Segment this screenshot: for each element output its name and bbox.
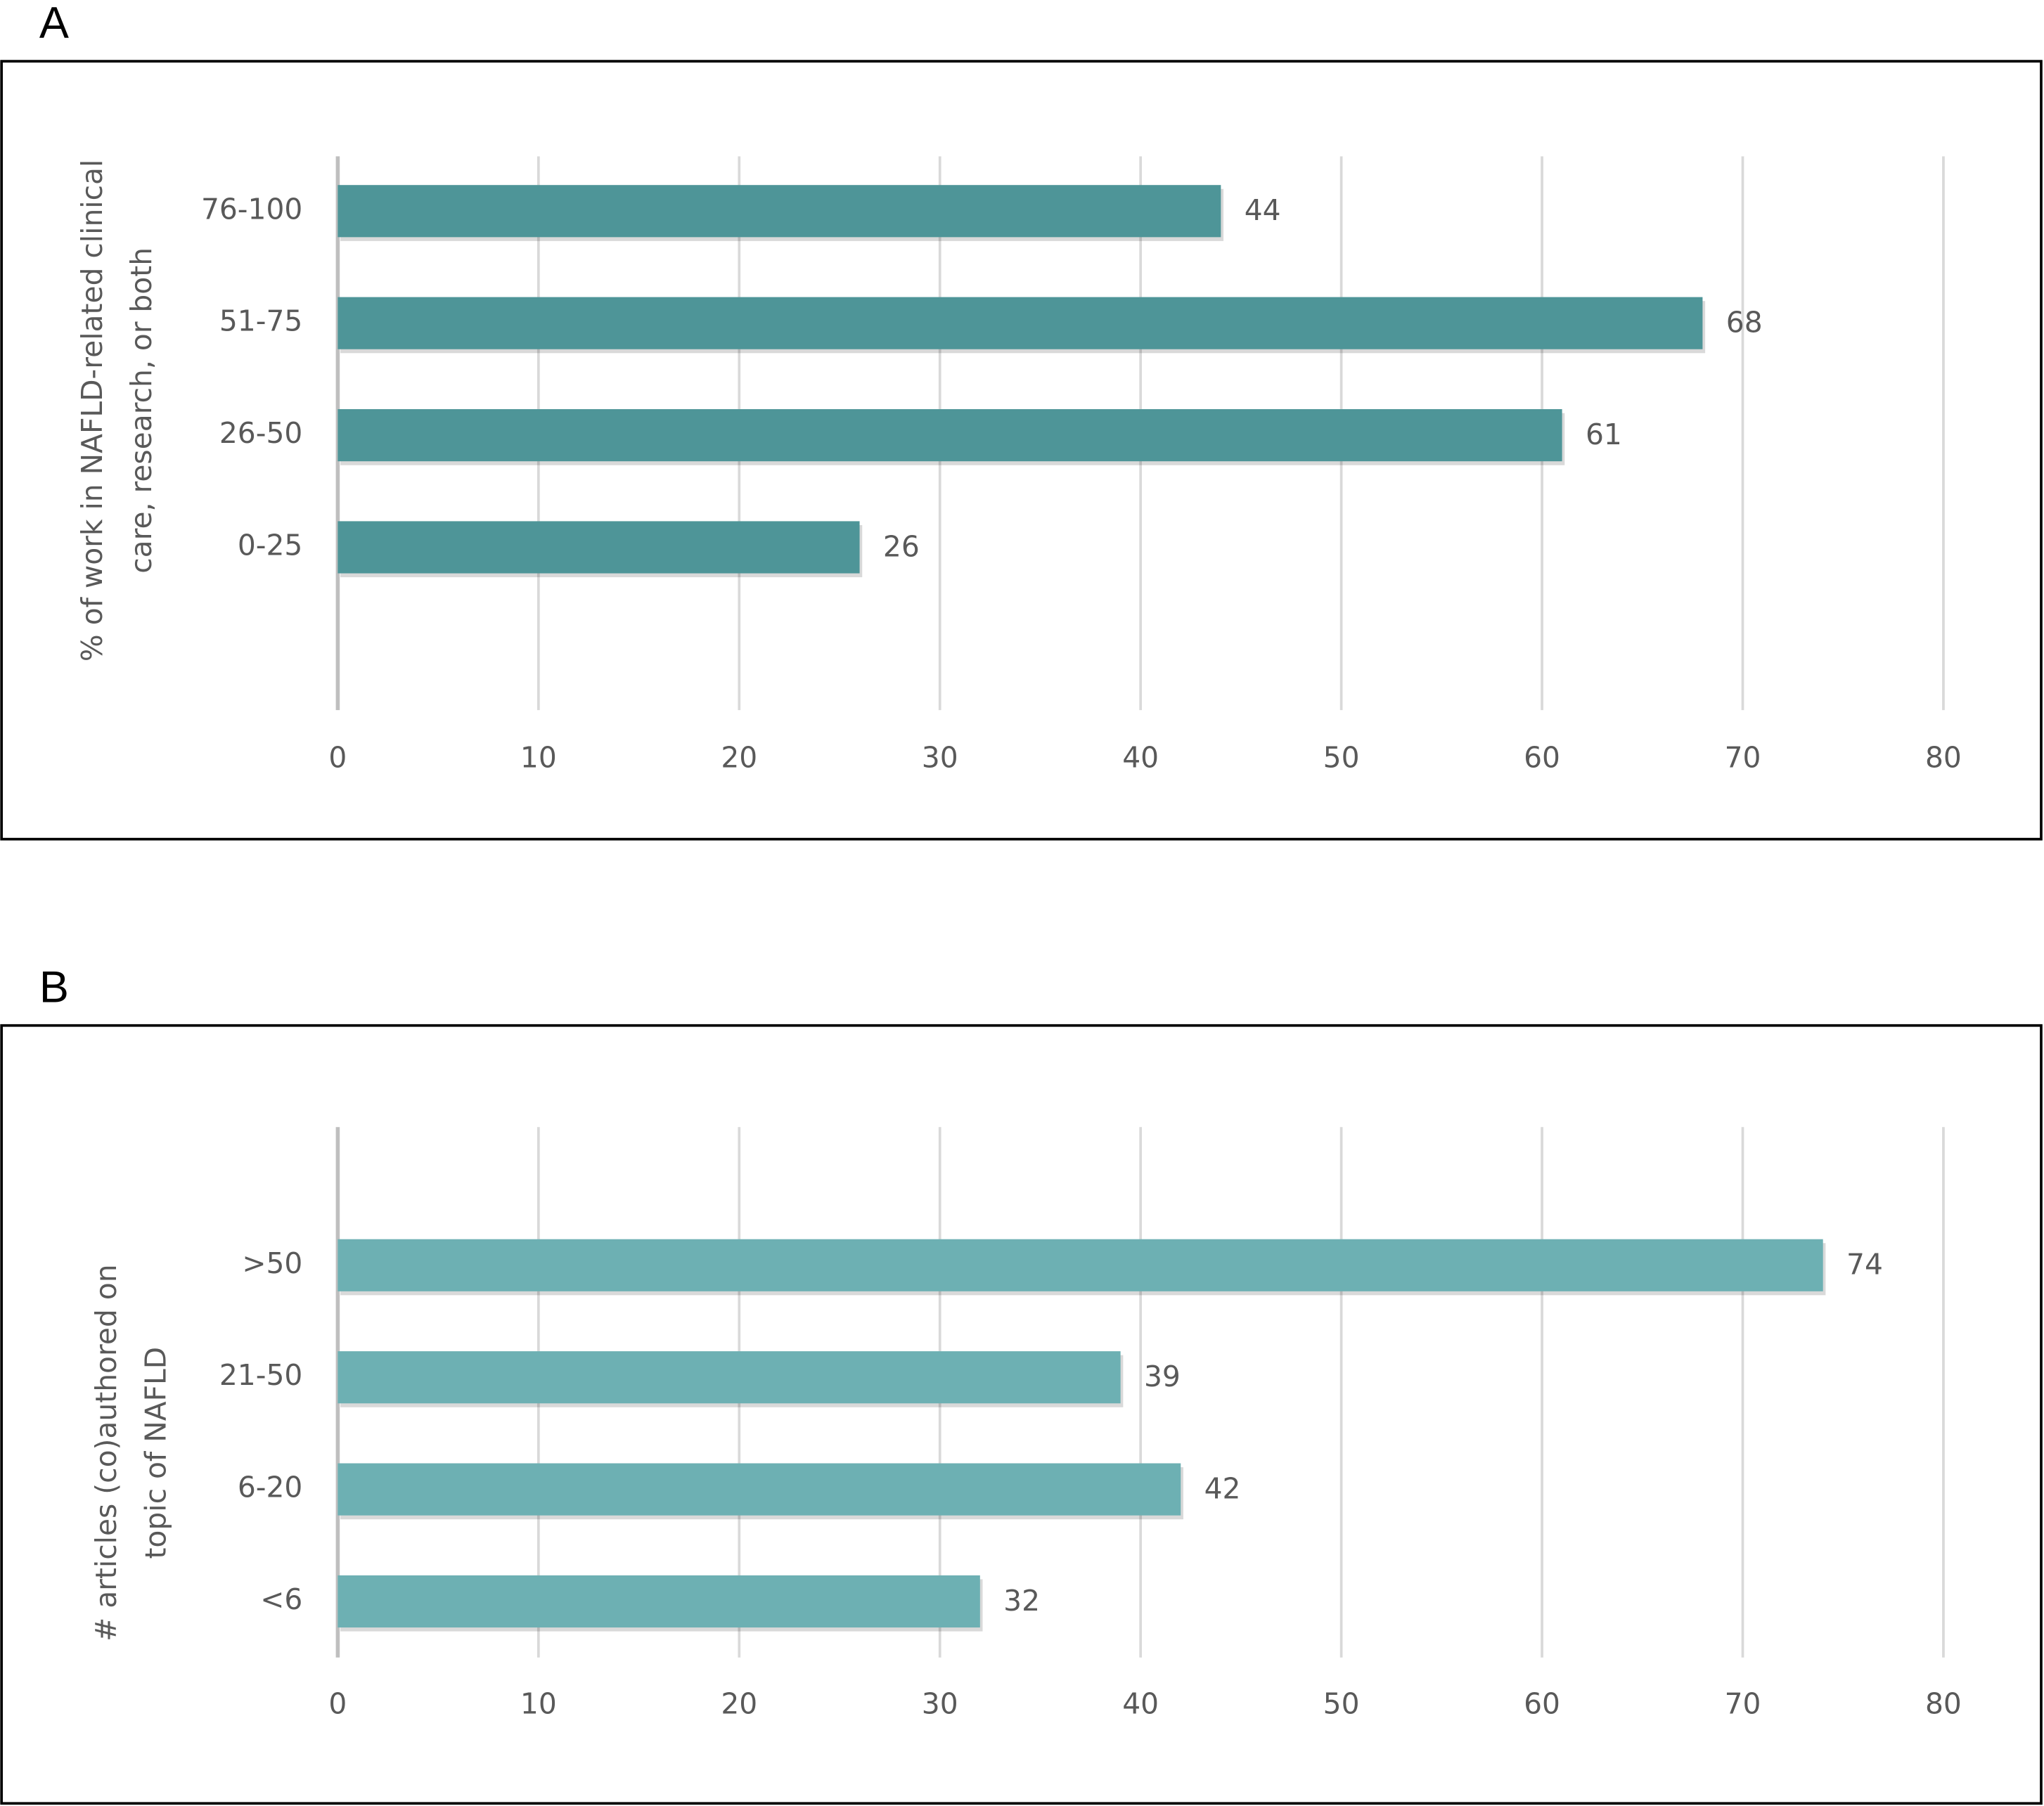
x-tick-label: 50: [1323, 1686, 1360, 1720]
panel-frame: [0, 1024, 2043, 1805]
y-axis-title: care, research, or both: [124, 247, 158, 574]
data-label: 39: [1144, 1360, 1181, 1393]
x-tick-label: 20: [721, 741, 757, 775]
bar: [338, 521, 860, 574]
data-label: 68: [1726, 306, 1763, 340]
y-tick-label: 0-25: [238, 528, 303, 562]
y-axis-title: topic of NAFLD: [139, 1347, 173, 1559]
data-label: 44: [1245, 193, 1281, 227]
y-tick-label: 26-50: [219, 416, 302, 450]
data-label: 42: [1204, 1471, 1241, 1505]
bar: [338, 1463, 1181, 1516]
x-tick-label: 40: [1122, 741, 1159, 775]
y-axis-title: # articles (co)authored on: [89, 1264, 123, 1641]
y-axis-title: % of work in NAFLD-related clinical: [75, 160, 109, 662]
y-tick-label: <6: [260, 1582, 302, 1616]
data-label: 26: [883, 529, 920, 563]
data-label: 61: [1586, 418, 1622, 451]
x-tick-label: 60: [1524, 741, 1560, 775]
bar: [338, 409, 1562, 462]
x-tick-label: 50: [1323, 741, 1360, 775]
y-tick-label: >50: [242, 1246, 302, 1280]
panel-frame: [0, 60, 2043, 841]
x-tick-label: 10: [520, 741, 557, 775]
x-tick-label: 30: [922, 741, 958, 775]
x-tick-label: 40: [1122, 1686, 1159, 1720]
y-tick-label: 21-50: [219, 1358, 302, 1392]
x-tick-label: 20: [721, 1686, 757, 1720]
x-tick-label: 30: [922, 1686, 958, 1720]
data-label: 74: [1846, 1248, 1883, 1282]
y-tick-label: 51-75: [219, 304, 302, 338]
x-tick-label: 80: [1925, 1686, 1962, 1720]
bar: [338, 1575, 980, 1628]
x-tick-label: 70: [1725, 741, 1761, 775]
panel-label: A: [39, 0, 69, 48]
bar: [338, 185, 1221, 238]
bar: [338, 1239, 1823, 1291]
y-tick-label: 76-100: [201, 192, 302, 226]
x-tick-label: 0: [328, 1686, 347, 1720]
bar: [338, 1351, 1121, 1404]
x-tick-label: 70: [1725, 1686, 1761, 1720]
x-tick-label: 10: [520, 1686, 557, 1720]
data-label: 32: [1003, 1584, 1040, 1618]
x-tick-label: 80: [1925, 741, 1962, 775]
y-tick-label: 6-20: [238, 1471, 303, 1504]
x-tick-label: 60: [1524, 1686, 1560, 1720]
panel-label: B: [39, 962, 69, 1012]
x-tick-label: 0: [328, 741, 347, 775]
bar: [338, 297, 1703, 349]
